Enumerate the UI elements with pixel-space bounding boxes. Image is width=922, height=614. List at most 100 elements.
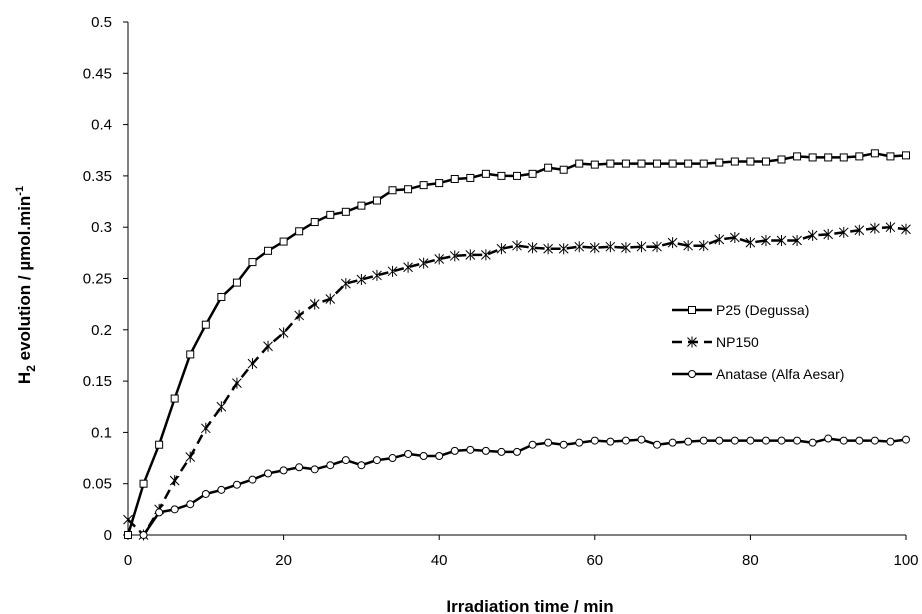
data-point bbox=[481, 249, 491, 261]
data-point bbox=[201, 489, 210, 498]
data-point bbox=[139, 479, 148, 488]
data-point bbox=[699, 159, 708, 168]
data-point bbox=[668, 438, 677, 447]
data-point bbox=[341, 207, 350, 216]
y-tick-label: 0.45 bbox=[83, 65, 112, 82]
data-point bbox=[372, 269, 382, 281]
y-axis-title: H2 evolution / µmol.min-1 bbox=[14, 186, 38, 384]
data-point bbox=[170, 394, 179, 403]
data-point bbox=[481, 446, 490, 455]
series-1 bbox=[123, 221, 911, 541]
x-tick-label: 80 bbox=[742, 552, 759, 569]
data-point bbox=[793, 436, 802, 445]
data-point bbox=[278, 327, 289, 339]
data-point bbox=[232, 278, 241, 287]
data-point bbox=[310, 218, 319, 227]
data-point bbox=[497, 171, 506, 180]
data-point bbox=[419, 451, 428, 460]
data-point bbox=[216, 401, 227, 413]
data-point bbox=[295, 463, 304, 472]
data-point bbox=[839, 436, 848, 445]
data-point bbox=[341, 456, 350, 465]
data-point bbox=[714, 234, 725, 246]
data-point bbox=[637, 159, 646, 168]
legend-label: Anatase (Alfa Aesar) bbox=[716, 366, 844, 382]
data-point bbox=[589, 242, 600, 254]
x-axis-ticks: 0 20 40 60 80 100 bbox=[124, 535, 919, 569]
y-axis-title-sup: -1 bbox=[14, 186, 26, 196]
data-point bbox=[902, 435, 910, 444]
data-point bbox=[637, 435, 646, 444]
data-point bbox=[435, 179, 444, 188]
data-point bbox=[248, 258, 257, 267]
data-point bbox=[606, 159, 615, 168]
data-point bbox=[761, 157, 770, 166]
series-line bbox=[127, 225, 907, 537]
y-tick-label: 0.5 bbox=[91, 14, 112, 31]
data-point bbox=[729, 231, 740, 243]
data-point bbox=[185, 451, 196, 463]
y-tick-label: 0.35 bbox=[83, 168, 112, 185]
data-point bbox=[264, 469, 273, 478]
data-point bbox=[886, 152, 895, 161]
y-axis-ticks: 0 0.05 0.1 0.15 0.2 0.25 0.3 0.35 0.4 0.45 0.5 bbox=[83, 14, 128, 544]
data-point bbox=[232, 377, 242, 389]
x-tick-label: 100 bbox=[893, 552, 918, 569]
data-point bbox=[667, 237, 678, 249]
y-tick-label: 0.15 bbox=[83, 373, 112, 390]
data-point bbox=[200, 422, 211, 434]
data-point bbox=[668, 159, 677, 168]
data-point bbox=[544, 163, 553, 172]
data-point bbox=[403, 261, 413, 273]
data-point bbox=[186, 350, 195, 359]
data-point bbox=[217, 292, 226, 301]
data-point bbox=[777, 436, 786, 445]
data-point bbox=[325, 293, 336, 305]
y-tick-label: 0.3 bbox=[91, 219, 112, 236]
data-point bbox=[746, 436, 755, 445]
legend: P25 (Degussa) NP150 Anatase (Alfa Aesar) bbox=[672, 302, 844, 382]
x-tick-label: 20 bbox=[275, 552, 292, 569]
data-point bbox=[855, 152, 864, 161]
data-point bbox=[559, 440, 568, 449]
y-tick-label: 0.05 bbox=[83, 476, 112, 493]
y-tick-label: 0 bbox=[104, 527, 112, 544]
data-point bbox=[746, 157, 755, 166]
data-point bbox=[870, 436, 879, 445]
data-point bbox=[855, 436, 864, 445]
data-point bbox=[155, 440, 164, 449]
data-point bbox=[357, 201, 366, 210]
data-point bbox=[263, 340, 273, 352]
data-point bbox=[124, 531, 132, 539]
data-point bbox=[481, 169, 490, 178]
y-tick-label: 0.25 bbox=[83, 271, 112, 288]
data-point bbox=[824, 434, 833, 443]
data-point bbox=[186, 500, 195, 509]
data-point bbox=[372, 196, 381, 205]
data-point bbox=[699, 436, 708, 445]
legend-label: P25 (Degussa) bbox=[716, 302, 809, 318]
data-point bbox=[449, 250, 460, 262]
data-point bbox=[621, 242, 631, 254]
data-point bbox=[653, 159, 662, 168]
data-point bbox=[590, 436, 599, 445]
data-point bbox=[434, 253, 445, 265]
data-point bbox=[777, 155, 786, 164]
data-point bbox=[715, 158, 724, 167]
data-point bbox=[170, 505, 179, 514]
series-2 bbox=[139, 434, 910, 539]
data-point bbox=[854, 224, 865, 236]
data-point bbox=[745, 237, 756, 249]
data-point bbox=[808, 438, 817, 447]
x-tick-label: 60 bbox=[586, 552, 603, 569]
data-point bbox=[574, 241, 585, 253]
data-point bbox=[513, 447, 521, 456]
data-point bbox=[793, 152, 802, 161]
data-point bbox=[310, 465, 319, 474]
y-tick-label: 0.1 bbox=[91, 424, 112, 441]
series-0 bbox=[124, 149, 910, 539]
data-point bbox=[839, 153, 848, 162]
data-point bbox=[201, 320, 210, 329]
data-point bbox=[139, 531, 148, 539]
y-tick-label: 0.4 bbox=[91, 117, 112, 134]
